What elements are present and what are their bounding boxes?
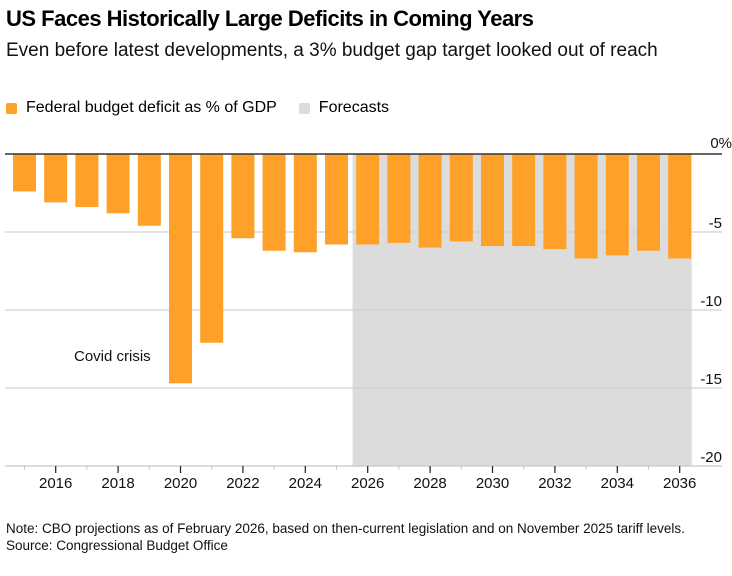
- x-tick-label: 2020: [164, 475, 197, 492]
- bar-2021: [200, 154, 224, 343]
- bar-2022: [231, 154, 255, 239]
- legend-item-deficit: Federal budget deficit as % of GDP: [6, 99, 277, 117]
- x-tick-label: 2034: [601, 475, 634, 492]
- bar-2017: [75, 154, 99, 208]
- chart-footer: Note: CBO projections as of February 202…: [6, 520, 730, 554]
- y-tick-label: -5: [709, 215, 722, 232]
- bar-2016: [44, 154, 68, 203]
- x-tick-label: 2016: [39, 475, 72, 492]
- legend-item-forecasts: Forecasts: [298, 99, 390, 117]
- bar-2036: [668, 154, 692, 259]
- y-tick-label: -20: [700, 449, 722, 466]
- legend-label-deficit: Federal budget deficit as % of GDP: [26, 99, 277, 116]
- bar-2019: [137, 154, 161, 226]
- legend-label-forecasts: Forecasts: [318, 99, 390, 116]
- bar-2025: [325, 154, 348, 245]
- legend-swatch-deficit: [6, 102, 17, 114]
- x-tick-label: 2026: [351, 475, 384, 492]
- x-tick-label: 2024: [289, 475, 322, 492]
- bar-2015: [13, 154, 36, 192]
- footer-source: Source: Congressional Budget Office: [6, 538, 228, 553]
- bar-2023: [262, 154, 286, 251]
- bar-chart: -5 -10 -15 -20 0% 2016 2018 2020 2022 2024 2026 202…: [5, 135, 732, 492]
- bar-2029: [449, 154, 473, 242]
- bar-2033: [574, 154, 598, 259]
- bar-2018: [106, 154, 130, 214]
- bar-2028: [418, 154, 442, 248]
- bar-2026: [356, 154, 380, 245]
- legend-swatch-forecasts: [298, 102, 310, 114]
- bar-2030: [481, 154, 504, 247]
- chart-subtitle: Even before latest developments, a 3% bu…: [6, 40, 658, 61]
- bar-2032: [543, 154, 567, 250]
- bar-2020: [169, 154, 192, 384]
- x-tick-label: 2022: [226, 475, 259, 492]
- annotation-covid-crisis: Covid crisis: [74, 348, 151, 365]
- chart-title: US Faces Historically Large Deficits in …: [6, 6, 534, 31]
- y-tick-label: -15: [700, 371, 722, 388]
- x-tick-label: 2030: [476, 475, 509, 492]
- y-tick-label: -10: [700, 293, 722, 310]
- x-tick-label: 2018: [101, 475, 134, 492]
- x-tick-label: 2028: [413, 475, 446, 492]
- x-tick-label: 2032: [538, 475, 571, 492]
- bar-2031: [512, 154, 536, 247]
- bar-2035: [637, 154, 660, 251]
- bar-2027: [387, 154, 411, 243]
- bar-2034: [605, 154, 629, 256]
- footer-note: Note: CBO projections as of February 202…: [6, 521, 685, 536]
- y-tick-label: 0%: [710, 135, 732, 152]
- bar-2024: [293, 154, 317, 253]
- legend: Federal budget deficit as % of GDP Forec…: [6, 99, 411, 117]
- x-tick-label: 2036: [663, 475, 696, 492]
